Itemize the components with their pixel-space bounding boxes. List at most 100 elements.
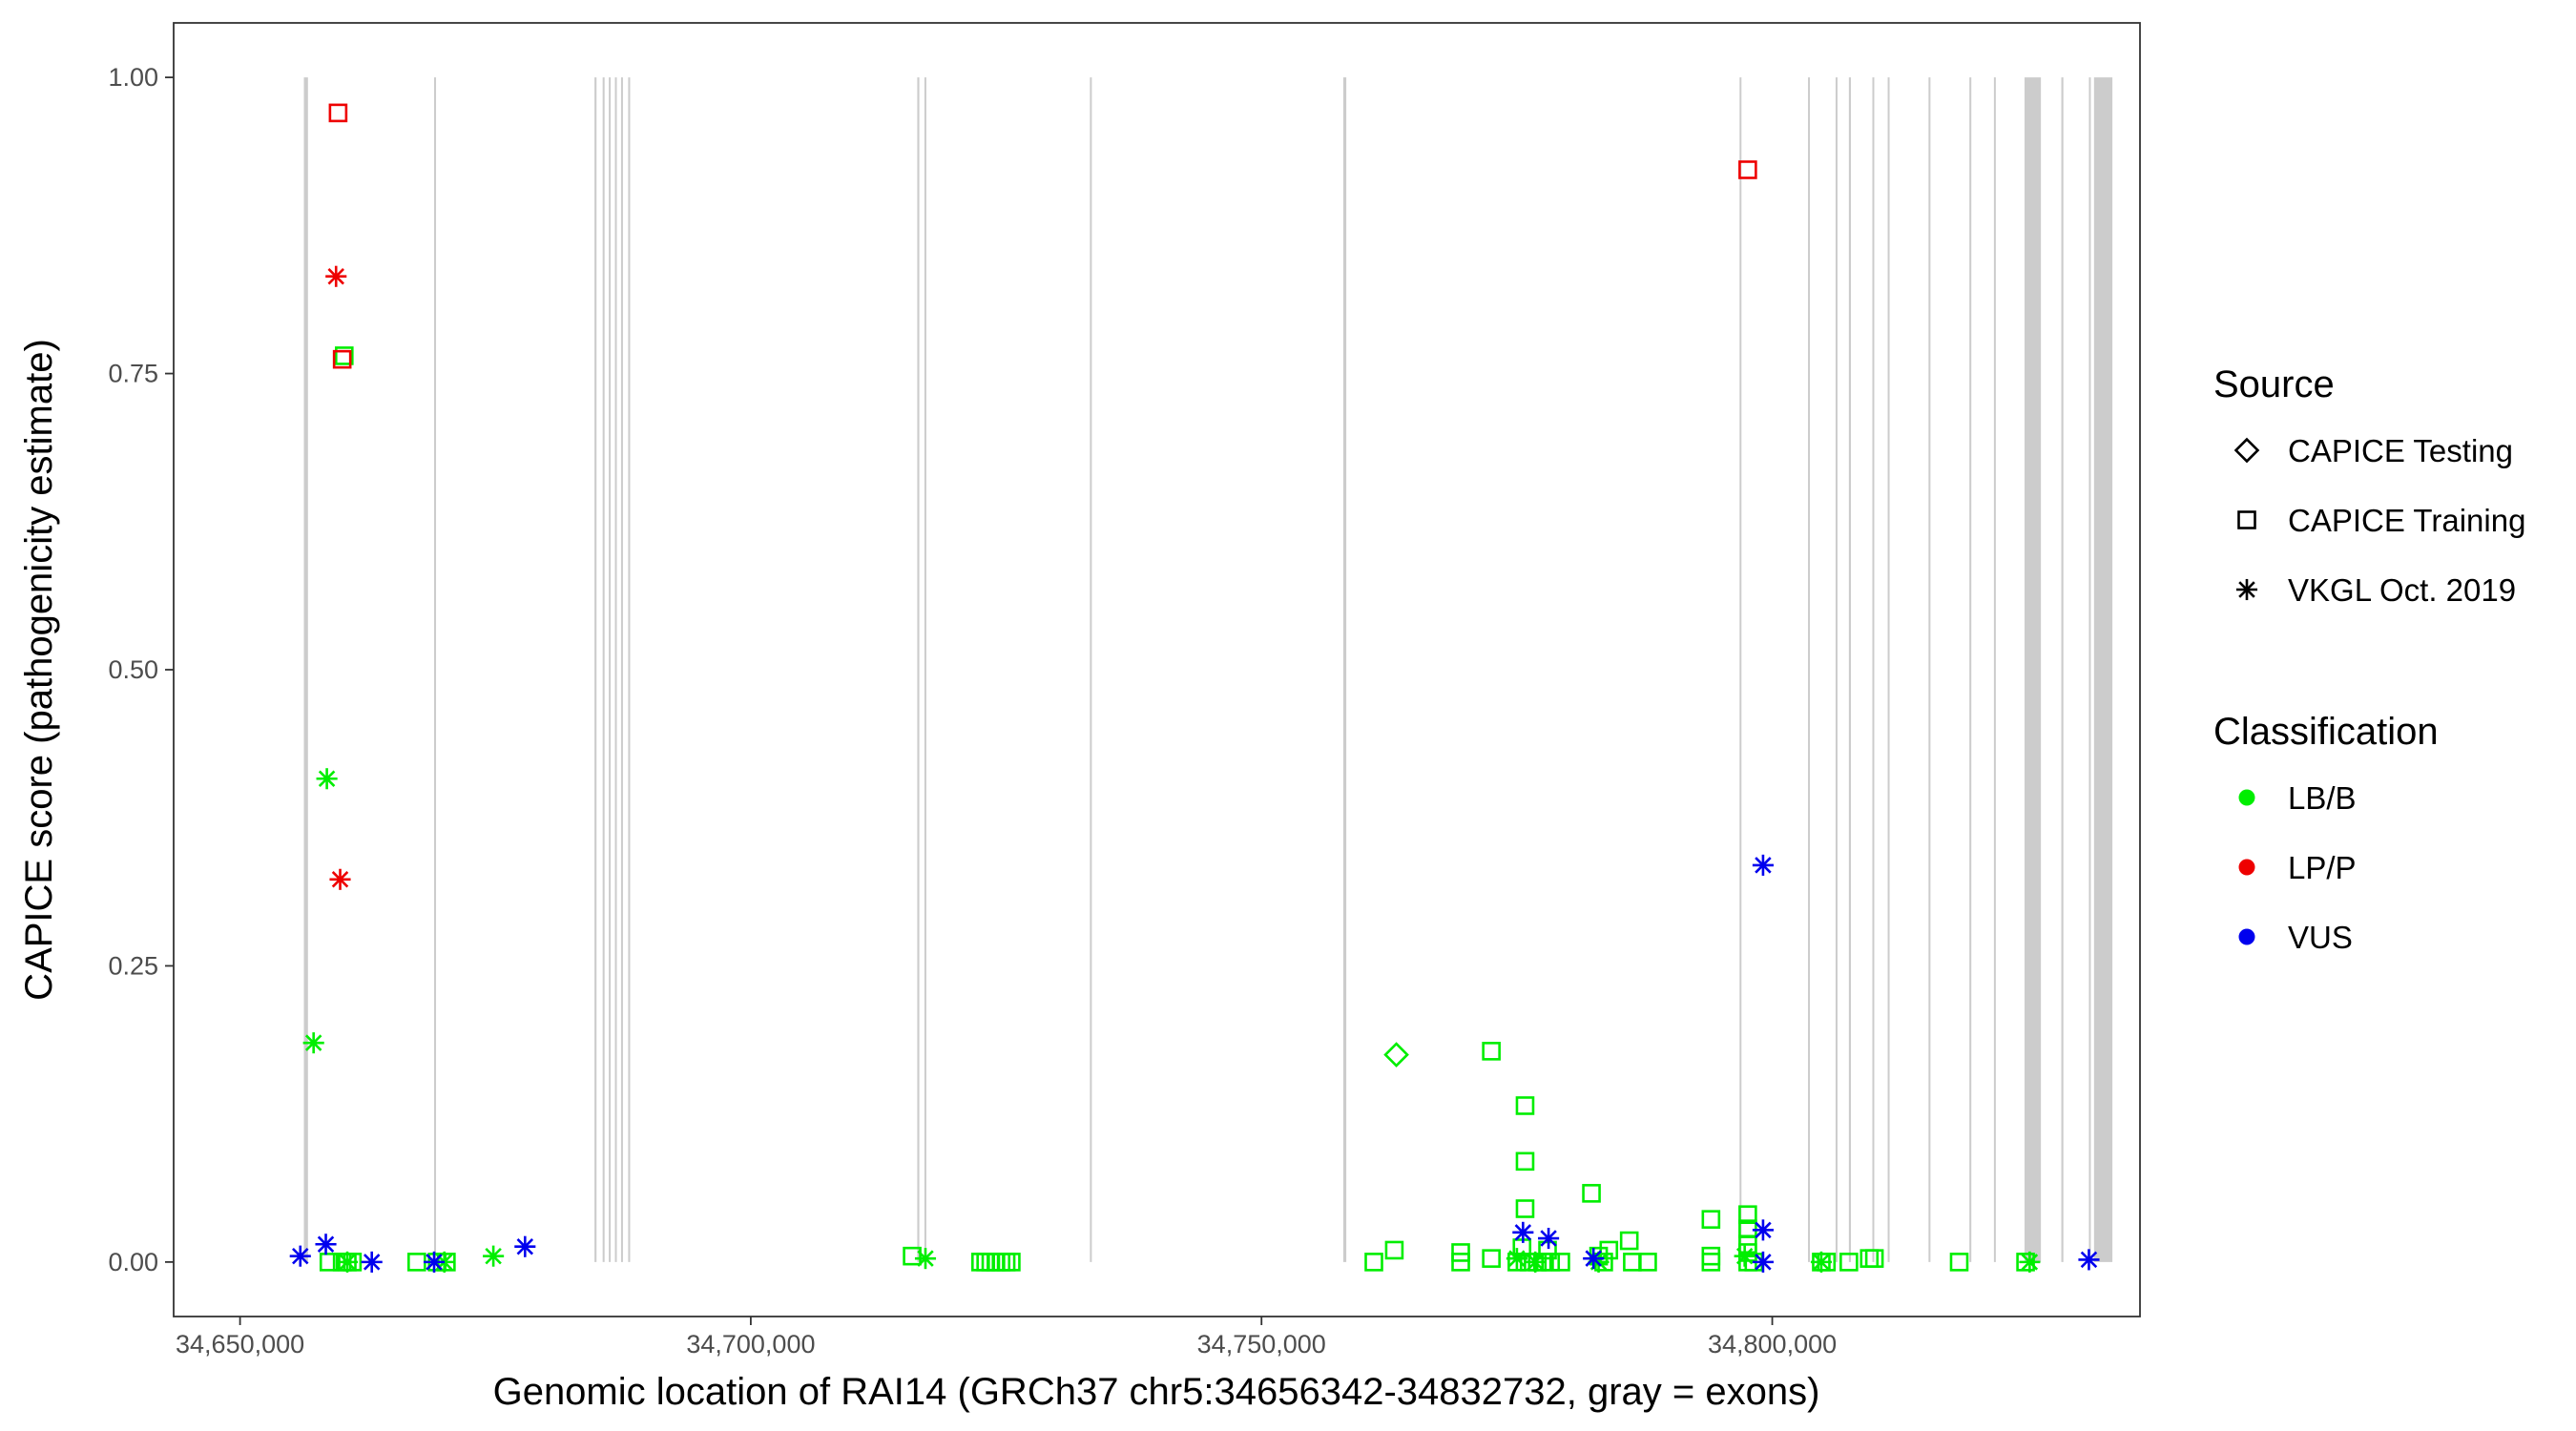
- data-point: [1383, 1042, 1409, 1068]
- exon-band-3: [602, 77, 605, 1262]
- data-point: [1701, 1253, 1721, 1272]
- data-point: [1752, 1219, 1774, 1241]
- data-point: [1515, 1096, 1535, 1115]
- data-point: [1701, 1210, 1721, 1229]
- exon-band-4: [609, 77, 612, 1262]
- data-point: [1506, 1248, 1527, 1270]
- legend-key-diamond: [2233, 437, 2260, 464]
- data-point: [1384, 1240, 1404, 1260]
- legend-source-title: Source: [2213, 363, 2335, 405]
- exon-band-8: [917, 77, 920, 1262]
- y-tick-label: 0.00: [108, 1248, 158, 1276]
- data-point: [334, 346, 354, 365]
- x-tick-label: 34,650,000: [176, 1330, 304, 1358]
- legend-classification-title: Classification: [2213, 711, 2439, 753]
- legend-key-dot: [2238, 789, 2255, 806]
- y-tick-label: 0.25: [108, 951, 158, 980]
- exon-band-0: [303, 77, 308, 1262]
- x-tick-label: 34,700,000: [686, 1330, 815, 1358]
- exon-band-7: [628, 77, 631, 1262]
- exon-band-19: [1969, 77, 1972, 1262]
- x-axis-title: Genomic location of RAI14 (GRCh37 chr5:3…: [493, 1371, 1820, 1413]
- data-point: [1583, 1248, 1605, 1270]
- legend: Source CAPICE Testing CAPICE Training VKGL…: [2213, 363, 2525, 955]
- data-point: [1738, 1205, 1757, 1225]
- data-point: [1451, 1253, 1470, 1272]
- data-point: [332, 349, 352, 369]
- exon-band-22: [2061, 77, 2064, 1262]
- data-point: [1515, 1151, 1535, 1172]
- legend-source-label: VKGL Oct. 2019: [2288, 572, 2516, 608]
- data-point: [1734, 1245, 1755, 1267]
- exon-band-5: [614, 77, 617, 1262]
- data-point: [1002, 1253, 1021, 1272]
- data-point: [1752, 854, 1774, 876]
- series-4: [325, 265, 351, 890]
- data-point: [2019, 1251, 2041, 1273]
- data-point: [1738, 160, 1757, 179]
- data-point: [1525, 1251, 1547, 1273]
- data-point: [1512, 1221, 1534, 1243]
- exon-band-18: [1928, 77, 1931, 1262]
- data-point: [325, 265, 347, 287]
- exon-band-14: [1835, 77, 1838, 1262]
- data-point: [1451, 1243, 1470, 1262]
- exon-band-13: [1808, 77, 1811, 1262]
- data-points: [289, 103, 2100, 1273]
- data-point: [914, 1248, 937, 1270]
- data-point: [316, 768, 338, 790]
- data-point: [302, 1032, 324, 1054]
- x-axis: 34,650,000 34,700,000 34,750,000 34,800,000: [176, 1317, 1837, 1358]
- data-point: [1515, 1199, 1535, 1218]
- y-tick-label: 0.50: [108, 655, 158, 684]
- data-point: [1638, 1253, 1657, 1272]
- data-point: [423, 1251, 446, 1273]
- data-point: [1839, 1253, 1859, 1272]
- data-point: [2078, 1249, 2100, 1271]
- exon-band-2: [594, 77, 597, 1262]
- data-point: [1551, 1253, 1570, 1272]
- legend-key-dot: [2238, 859, 2255, 876]
- y-tick-label: 0.75: [108, 360, 158, 388]
- exon-band-12: [1739, 77, 1742, 1262]
- y-axis-title: CAPICE score (pathogenicity estimate): [18, 339, 60, 1001]
- legend-source-label: CAPICE Training: [2288, 503, 2525, 538]
- exon-band-10: [1090, 77, 1092, 1262]
- exon-band-15: [1848, 77, 1852, 1262]
- exon-band-20: [1993, 77, 1996, 1262]
- data-point: [328, 103, 348, 123]
- exon-band-9: [924, 77, 926, 1262]
- data-point: [1949, 1253, 1969, 1272]
- exon-band-17: [1887, 77, 1890, 1262]
- data-point: [903, 1246, 922, 1266]
- data-point: [1582, 1184, 1601, 1203]
- data-point: [1482, 1042, 1501, 1061]
- data-point: [336, 1251, 359, 1273]
- y-axis: 0.00 0.25 0.50 0.75 1.00: [108, 63, 174, 1276]
- data-point: [315, 1234, 337, 1255]
- series-5: [289, 854, 2100, 1273]
- legend-classification-label: VUS: [2288, 920, 2353, 955]
- data-point: [1599, 1240, 1619, 1260]
- data-point: [361, 1251, 383, 1273]
- exon-band-11: [1342, 77, 1347, 1262]
- series-1: [1383, 1042, 1409, 1068]
- x-tick-label: 34,800,000: [1708, 1330, 1837, 1358]
- exon-band-23: [2088, 77, 2091, 1262]
- exon-bands: [303, 77, 2113, 1262]
- legend-key-dot: [2238, 928, 2255, 945]
- data-point: [1864, 1249, 1884, 1268]
- data-point: [514, 1235, 536, 1257]
- data-point: [329, 868, 351, 890]
- data-point: [1482, 1249, 1501, 1268]
- exon-band-24: [2093, 77, 2113, 1262]
- exon-band-6: [620, 77, 623, 1262]
- series-3: [328, 103, 1757, 369]
- data-point: [483, 1245, 505, 1267]
- exon-band-21: [2025, 77, 2042, 1262]
- legend-key-asterisk: [2235, 578, 2258, 601]
- exon-band-1: [434, 77, 437, 1262]
- y-tick-label: 1.00: [108, 63, 158, 92]
- data-point: [289, 1245, 311, 1267]
